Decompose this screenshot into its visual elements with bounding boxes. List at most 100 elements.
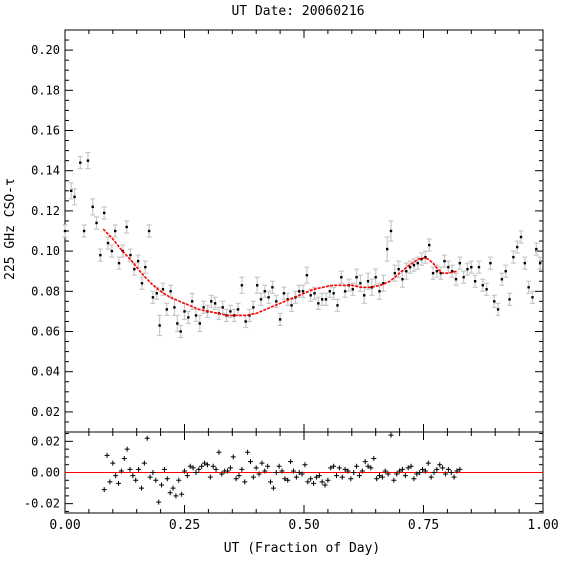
fit-curve — [102, 228, 458, 317]
residual-point — [104, 452, 110, 458]
residual-point — [130, 473, 136, 479]
residual-point — [359, 468, 365, 474]
residual-point — [273, 470, 279, 475]
residual-point — [159, 482, 165, 488]
residual-point — [365, 463, 371, 469]
top-y-tick-label: 0.08 — [31, 284, 60, 298]
top-y-axis-label: 225 GHz CSO-τ — [3, 178, 18, 280]
x-axis-label: UT (Fraction of Day) — [224, 541, 381, 556]
tau-point — [187, 316, 190, 319]
tau-point — [91, 205, 94, 209]
tau-point — [70, 189, 73, 192]
bottom-y-tick-label: 0.02 — [31, 434, 60, 448]
tau-point — [340, 276, 343, 279]
x-tick-label: 1.00 — [527, 518, 558, 533]
tau-point — [519, 235, 523, 239]
tau-point — [408, 265, 412, 269]
tau-point — [255, 284, 259, 287]
residual-point — [382, 468, 388, 474]
tau-point — [382, 282, 385, 285]
tau-point — [147, 229, 151, 233]
residual-point — [288, 459, 294, 465]
tau-point — [397, 267, 400, 271]
residual-point — [302, 462, 308, 468]
tau-point — [424, 255, 427, 259]
residual-point — [397, 468, 403, 474]
residual-point — [425, 460, 431, 466]
tau-point — [95, 221, 98, 225]
tau-point — [190, 300, 194, 303]
tau-point — [73, 195, 76, 199]
residual-point — [348, 476, 354, 482]
residual-point — [245, 449, 251, 455]
residual-point — [442, 471, 448, 477]
residual-point — [127, 466, 133, 472]
residual-point — [242, 479, 248, 485]
tau-point — [450, 270, 454, 273]
residual-point — [107, 479, 113, 485]
residual-point — [230, 454, 236, 460]
residual-point — [437, 462, 443, 468]
residual-point — [351, 470, 357, 475]
tau-point — [99, 253, 102, 257]
tau-point — [343, 290, 347, 293]
residual-point — [319, 479, 325, 485]
residual-point — [402, 473, 408, 479]
residual-point — [322, 482, 328, 488]
tau-point — [351, 288, 354, 291]
tau-point — [515, 245, 519, 249]
residual-point — [336, 465, 342, 471]
residual-point — [173, 493, 179, 499]
tau-point — [523, 261, 527, 265]
tau-point — [158, 324, 161, 327]
tau-point — [282, 292, 286, 295]
residual-point — [247, 459, 253, 465]
tau-point — [244, 320, 247, 323]
residual-point — [164, 476, 170, 482]
residual-point — [279, 468, 285, 474]
residual-point — [101, 487, 107, 493]
tau-point — [298, 290, 301, 293]
residual-point — [420, 466, 426, 472]
residual-point — [253, 465, 259, 471]
residual-point — [199, 463, 205, 469]
residual-point — [334, 473, 340, 479]
tau-point — [173, 306, 176, 309]
tau-point — [176, 322, 179, 325]
residual-point — [196, 466, 202, 472]
residual-point — [342, 466, 348, 472]
bottom-y-tick-label: 0.00 — [31, 466, 60, 480]
tau-point — [133, 267, 136, 271]
residual-point — [328, 465, 334, 471]
tau-point — [535, 247, 538, 251]
tau-point — [405, 270, 408, 273]
residual-point — [431, 470, 437, 475]
top-y-tick-label: 0.20 — [31, 43, 60, 57]
tau-point — [202, 306, 205, 309]
tau-point — [332, 292, 335, 295]
tau-point — [229, 310, 232, 313]
residual-point — [296, 470, 302, 475]
tau-point — [378, 290, 381, 293]
top-y-tick-label: 0.18 — [31, 83, 60, 97]
top-y-tick-label: 0.10 — [31, 244, 60, 258]
tau-point — [473, 280, 477, 283]
tau-point — [263, 290, 267, 293]
residual-point — [316, 473, 322, 479]
residual-point — [385, 471, 391, 477]
tau-point — [317, 302, 320, 305]
tau-point — [179, 330, 182, 333]
residual-point — [285, 477, 291, 483]
tau-point — [125, 225, 128, 229]
tau-point — [129, 253, 132, 257]
tau-point — [489, 261, 492, 265]
residual-point — [202, 460, 208, 466]
tau-point — [140, 282, 144, 285]
top-y-tick-label: 0.14 — [31, 164, 60, 178]
tau-point — [271, 286, 274, 289]
x-tick-label: 0.00 — [49, 518, 80, 533]
residual-point — [368, 465, 374, 471]
residual-point — [388, 432, 394, 438]
tau-point — [324, 298, 328, 301]
tau-point — [359, 282, 362, 285]
